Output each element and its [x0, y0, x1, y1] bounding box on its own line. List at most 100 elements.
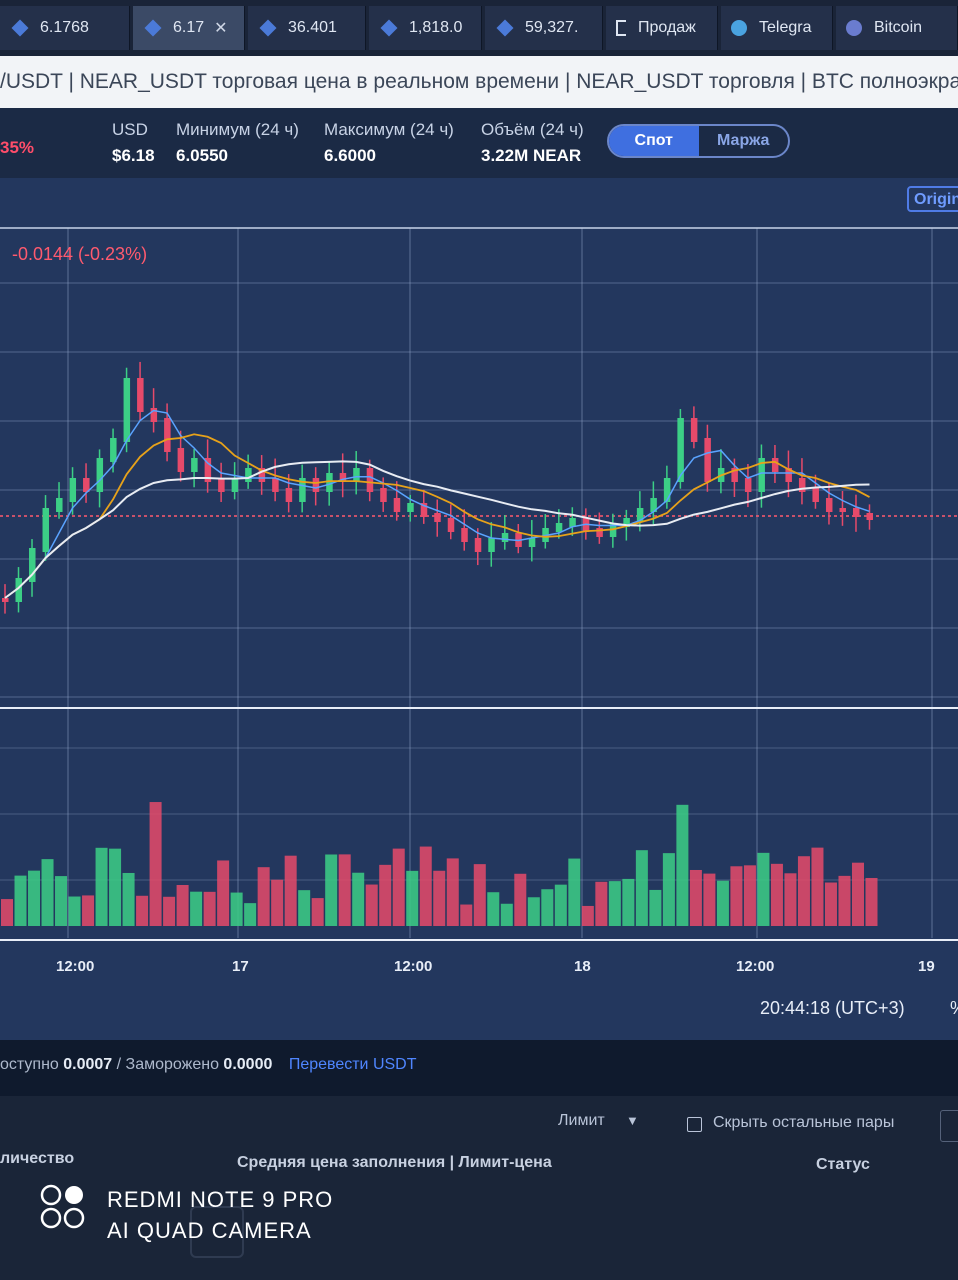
tab-label: 1,818.0	[409, 19, 463, 36]
candle-body	[407, 503, 414, 512]
browser-tab[interactable]: Telegra	[721, 6, 833, 50]
candle-body	[852, 508, 860, 517]
open-orders-panel: Лимит ▼ Скрыть остальные пары личество С…	[0, 1096, 958, 1280]
volume-bar	[1, 899, 14, 926]
min-value: 6.0550	[176, 146, 228, 165]
binance-diamond-icon	[144, 19, 162, 37]
volume-bar	[136, 895, 149, 926]
candle-body	[744, 478, 752, 492]
candle-body	[110, 438, 117, 462]
watermark-line2: AI QUAD CAMERA	[107, 1218, 312, 1243]
browser-tab-active[interactable]: 6.17 ✕	[133, 6, 245, 50]
transfer-usdt-link[interactable]: Перевести USDT	[288, 1056, 417, 1073]
candle-body	[731, 468, 738, 482]
volume-bar	[797, 856, 810, 926]
volume-value: 3.22M NEAR	[481, 146, 582, 165]
candle-body	[177, 448, 185, 472]
volume-bar	[446, 858, 459, 926]
volume-bar	[352, 872, 365, 926]
candle-body	[56, 498, 63, 512]
candle-body	[204, 458, 212, 482]
ma-fast-line	[4, 409, 870, 599]
candlestick-chart[interactable]: Origin -0.0144 (-0.23%) 12:00 17 12:00 1…	[0, 178, 958, 1040]
margin-tab[interactable]: Маржа	[717, 132, 770, 149]
browser-tab[interactable]: Продаж	[606, 6, 718, 50]
candle-body	[569, 518, 576, 527]
volume-bar	[473, 864, 486, 926]
ma-slow-line	[4, 460, 870, 599]
page-icon	[616, 20, 626, 36]
hide-pairs-label: Скрыть остальные пары	[713, 1114, 895, 1131]
candle-body	[137, 378, 144, 412]
browser-tab[interactable]: 1,818.0	[369, 6, 482, 50]
volume-bar	[338, 854, 351, 926]
candle-body	[15, 578, 23, 602]
browser-tab[interactable]: 59,327.	[485, 6, 603, 50]
browser-tab-bar: 6.1768 6.17 ✕ 36.401 1,818.0 59,327. Про…	[0, 0, 958, 56]
spot-margin-toggle: Спот Маржа	[607, 124, 790, 158]
planet-icon	[846, 20, 862, 36]
volume-bar	[662, 853, 675, 926]
candle-body	[704, 438, 711, 482]
candle-body	[758, 458, 765, 492]
volume-bar	[608, 881, 621, 926]
frozen-label: / Заморожено	[116, 1056, 219, 1073]
volume-bar	[244, 903, 257, 926]
volume-bar	[487, 892, 500, 926]
usd-value: $6.18	[112, 146, 155, 165]
candle-body	[434, 513, 441, 522]
volume-bar	[757, 852, 770, 926]
x-tick-label: 18	[574, 958, 591, 975]
chevron-down-icon[interactable]: ▼	[626, 1113, 639, 1128]
spot-tab[interactable]: Спот	[609, 126, 699, 156]
candle-body	[191, 458, 198, 472]
volume-bar	[68, 896, 81, 926]
candle-body	[663, 478, 671, 502]
tab-label: 59,327.	[525, 19, 579, 36]
price-change-percent: 35%	[0, 138, 35, 157]
hide-pairs-checkbox[interactable]	[687, 1117, 702, 1132]
volume-bar	[595, 881, 608, 926]
volume-bar	[460, 904, 473, 926]
candle-body	[312, 478, 320, 492]
volume-bar	[743, 865, 756, 926]
volume-bar	[203, 891, 216, 926]
volume-bar	[271, 879, 284, 926]
candle-body	[447, 518, 455, 532]
percent-scale-toggle[interactable]: %	[950, 998, 958, 1019]
tab-label: 6.17	[173, 19, 205, 36]
x-tick-label: 17	[232, 958, 249, 975]
candle-body	[150, 408, 158, 422]
candle-body	[299, 478, 306, 502]
chart-clock: 20:44:18 (UTC+3)	[760, 998, 905, 1018]
candle-body	[123, 378, 131, 442]
volume-bar	[257, 867, 270, 926]
candle-body	[677, 418, 684, 482]
volume-bar	[649, 889, 662, 926]
volume-bar	[419, 846, 432, 926]
origin-button[interactable]: Origin	[907, 186, 958, 212]
browser-tab[interactable]: Bitcoin	[836, 6, 958, 50]
candle-body	[623, 518, 630, 527]
usd-label: USD	[112, 120, 148, 139]
browser-tab[interactable]: 36.401	[248, 6, 366, 50]
close-icon[interactable]: ✕	[214, 20, 228, 37]
order-type-select[interactable]: Лимит	[558, 1112, 605, 1129]
candle-body	[218, 478, 225, 492]
binance-diamond-icon	[496, 19, 514, 37]
x-tick-label: 12:00	[736, 958, 775, 975]
browser-tab[interactable]: 6.1768	[0, 6, 130, 50]
volume-bar	[149, 802, 162, 926]
candle-body	[690, 418, 698, 442]
binance-diamond-icon	[380, 19, 398, 37]
ma-mid-line	[4, 433, 870, 599]
volume-bar	[284, 855, 297, 926]
volume-bar	[325, 854, 338, 926]
filter-button[interactable]	[940, 1110, 958, 1142]
candle-body	[528, 538, 536, 547]
candle-body	[353, 468, 360, 482]
volume-bar	[217, 860, 230, 926]
tab-label: Telegra	[759, 19, 812, 36]
candle-body	[420, 503, 428, 517]
volume-bar	[824, 882, 837, 926]
